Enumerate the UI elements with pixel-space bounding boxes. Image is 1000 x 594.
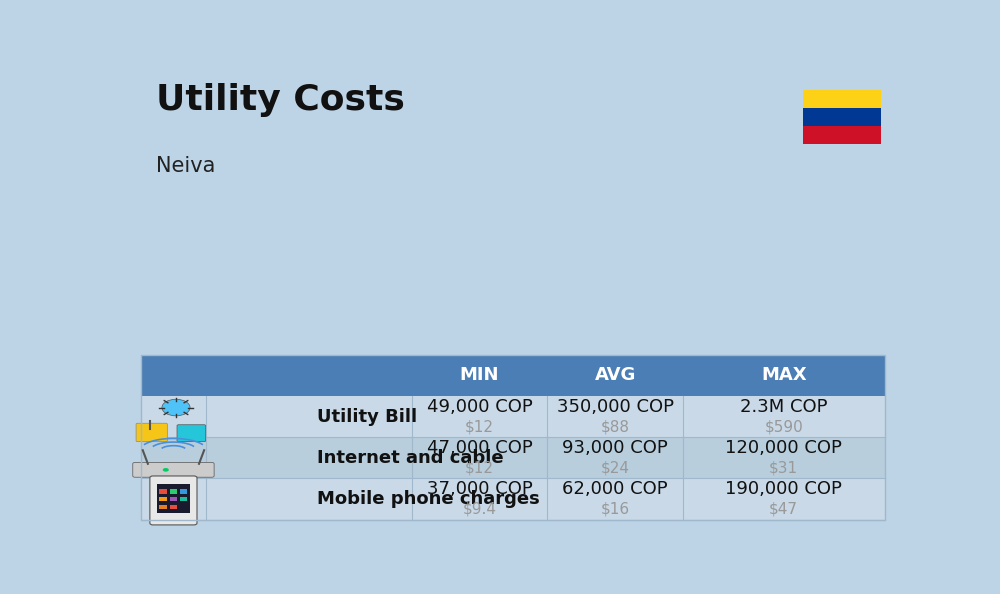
Text: Internet and cable: Internet and cable bbox=[317, 448, 503, 467]
Text: Utility Costs: Utility Costs bbox=[156, 83, 405, 117]
Bar bbox=[159, 504, 167, 508]
Text: $31: $31 bbox=[769, 460, 798, 475]
Bar bbox=[170, 489, 177, 494]
Text: $9.4: $9.4 bbox=[463, 501, 497, 517]
Text: $24: $24 bbox=[601, 460, 630, 475]
Bar bbox=[140, 355, 885, 396]
Bar bbox=[140, 478, 885, 520]
Text: 190,000 COP: 190,000 COP bbox=[725, 480, 842, 498]
Bar bbox=[159, 489, 167, 494]
Text: 93,000 COP: 93,000 COP bbox=[562, 439, 668, 457]
Text: Utility Bill: Utility Bill bbox=[317, 407, 417, 426]
Bar bbox=[180, 489, 187, 494]
Circle shape bbox=[163, 468, 169, 472]
FancyBboxPatch shape bbox=[177, 425, 206, 442]
Bar bbox=[803, 108, 881, 126]
Text: 120,000 COP: 120,000 COP bbox=[725, 439, 842, 457]
Bar bbox=[170, 504, 177, 508]
Bar bbox=[159, 497, 167, 501]
Text: Mobile phone charges: Mobile phone charges bbox=[317, 490, 540, 508]
Text: $16: $16 bbox=[601, 501, 630, 517]
Text: 37,000 COP: 37,000 COP bbox=[427, 480, 532, 498]
Bar bbox=[157, 484, 190, 513]
Text: $88: $88 bbox=[601, 419, 630, 434]
Text: AVG: AVG bbox=[594, 366, 636, 384]
Bar bbox=[803, 126, 881, 144]
Bar bbox=[170, 497, 177, 501]
Bar bbox=[140, 396, 885, 437]
Text: Neiva: Neiva bbox=[156, 156, 215, 176]
Bar bbox=[803, 90, 881, 108]
Bar bbox=[140, 437, 885, 478]
Text: 47,000 COP: 47,000 COP bbox=[427, 439, 532, 457]
FancyBboxPatch shape bbox=[150, 476, 197, 525]
Text: 350,000 COP: 350,000 COP bbox=[557, 397, 674, 416]
Bar bbox=[180, 497, 187, 501]
Text: MIN: MIN bbox=[460, 366, 499, 384]
FancyBboxPatch shape bbox=[136, 424, 167, 442]
Text: 62,000 COP: 62,000 COP bbox=[562, 480, 668, 498]
Text: $12: $12 bbox=[465, 460, 494, 475]
Text: MAX: MAX bbox=[761, 366, 807, 384]
Circle shape bbox=[162, 399, 190, 416]
FancyBboxPatch shape bbox=[133, 463, 214, 477]
Text: 49,000 COP: 49,000 COP bbox=[427, 397, 532, 416]
Text: $12: $12 bbox=[465, 419, 494, 434]
Bar bbox=[140, 355, 885, 520]
Text: $590: $590 bbox=[764, 419, 803, 434]
Text: $47: $47 bbox=[769, 501, 798, 517]
Text: 2.3M COP: 2.3M COP bbox=[740, 397, 828, 416]
